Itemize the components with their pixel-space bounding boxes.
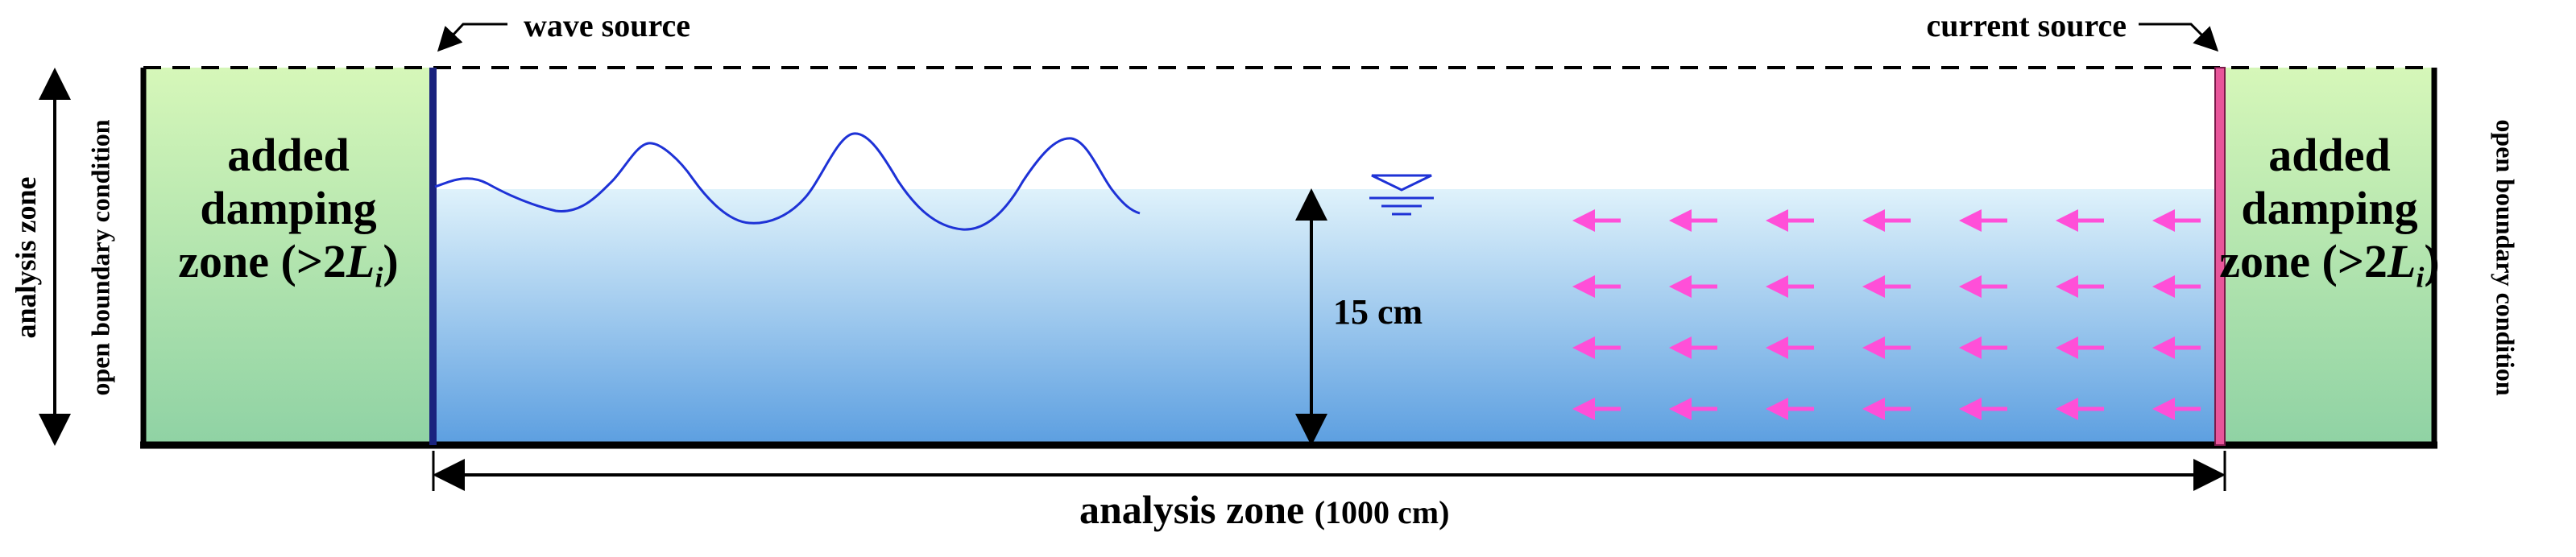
current-arrow bbox=[2056, 275, 2104, 298]
current-arrow bbox=[2056, 336, 2104, 359]
current-arrows bbox=[1572, 209, 2201, 420]
current-arrow bbox=[1862, 275, 1911, 298]
current-arrow bbox=[1766, 275, 1814, 298]
current-arrow bbox=[1959, 275, 2007, 298]
current-source-bar bbox=[2214, 67, 2226, 446]
current-arrow bbox=[2152, 336, 2201, 359]
current-source-leader bbox=[2139, 23, 2219, 52]
water-body bbox=[433, 189, 2225, 447]
current-arrow bbox=[1766, 398, 1814, 420]
current-arrow bbox=[1766, 209, 1814, 232]
current-arrow bbox=[2152, 398, 2201, 420]
wave-source-leader bbox=[437, 23, 507, 52]
current-arrow bbox=[1572, 398, 1621, 420]
wave-source-bar bbox=[429, 68, 437, 445]
current-arrow bbox=[1572, 209, 1621, 232]
current-arrow bbox=[1669, 336, 1717, 359]
left-vertical-label-outer: analysis zone bbox=[10, 176, 42, 339]
right-vertical-label: open boundary condition bbox=[2491, 119, 2520, 396]
current-arrow bbox=[1572, 336, 1621, 359]
current-arrow bbox=[1862, 336, 1911, 359]
current-source-label: current source bbox=[1926, 7, 2127, 43]
current-arrow bbox=[1959, 336, 2007, 359]
current-arrow bbox=[1862, 398, 1911, 420]
current-arrow bbox=[1862, 209, 1911, 232]
current-arrow bbox=[1669, 275, 1717, 298]
current-arrow bbox=[2056, 209, 2104, 232]
current-arrow bbox=[1669, 398, 1717, 420]
right-damping-label: added damping zone (>2Li) bbox=[2219, 129, 2440, 294]
current-arrow bbox=[2152, 275, 2201, 298]
analysis-zone-label: analysis zone (1000 cm) bbox=[1079, 487, 1450, 532]
current-arrow bbox=[1669, 209, 1717, 232]
current-arrow bbox=[2152, 209, 2201, 232]
left-damping-zone bbox=[143, 68, 433, 447]
current-arrow bbox=[2056, 398, 2104, 420]
left-vertical-label-inner: open boundary condition bbox=[85, 119, 115, 396]
current-arrow bbox=[1959, 398, 2007, 420]
wave-source-label: wave source bbox=[524, 7, 690, 43]
current-arrow bbox=[1572, 275, 1621, 298]
current-arrow bbox=[1959, 209, 2007, 232]
depth-label: 15 cm bbox=[1333, 292, 1423, 332]
left-damping-label: added damping zone (>2Li) bbox=[178, 129, 399, 294]
water-level-symbol bbox=[1369, 174, 1434, 216]
wave-profile bbox=[434, 132, 1141, 231]
current-arrow bbox=[1766, 336, 1814, 359]
right-damping-zone bbox=[2225, 68, 2434, 447]
